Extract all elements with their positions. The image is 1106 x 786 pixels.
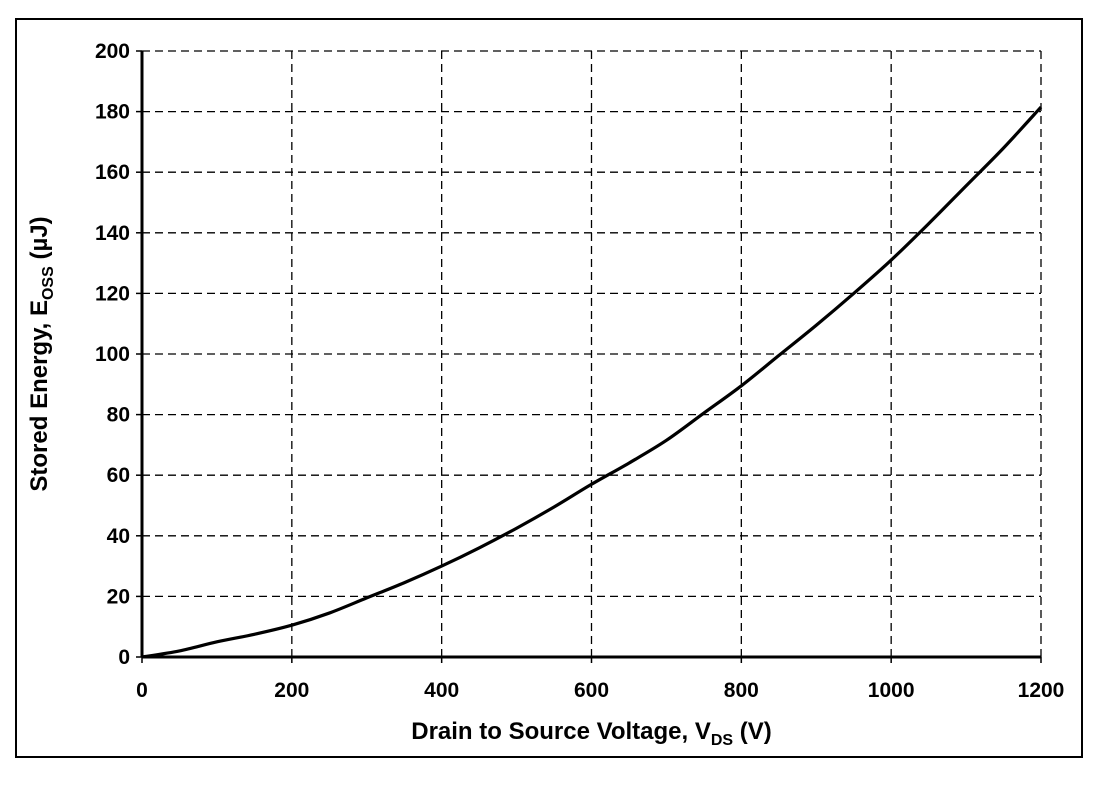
grid [142, 50, 1042, 657]
y-tick-label: 0 [118, 646, 130, 669]
x-axis-title: Drain to Source Voltage, VDS (V) [411, 718, 772, 749]
x-tick-label: 0 [136, 679, 148, 702]
tick-labels: 0 20 40 60 80 100 120 140 160 180 200 0 200 400 600 800… [95, 40, 1064, 702]
y-tick-label: 180 [95, 101, 130, 124]
y-tick-label: 80 [107, 404, 130, 427]
energy-chart: 0 20 40 60 80 100 120 140 160 180 200 0 200 400 600 800… [26, 40, 1064, 749]
y-tick-label: 40 [107, 525, 130, 548]
chart-frame: 0 20 40 60 80 100 120 140 160 180 200 0 200 400 600 800… [15, 18, 1083, 758]
y-axis-title: Stored Energy, EOSS (µJ) [26, 216, 57, 491]
y-tick-label: 100 [95, 343, 130, 366]
y-tick-label: 160 [95, 161, 130, 184]
y-tick-label: 140 [95, 222, 130, 245]
x-tick-label: 1200 [1018, 679, 1065, 702]
y-tick-label: 200 [95, 40, 130, 63]
axes [136, 50, 1042, 663]
x-tick-label: 1000 [868, 679, 915, 702]
series-group [141, 105, 1043, 659]
x-tick-label: 800 [724, 679, 759, 702]
x-tick-label: 400 [424, 679, 459, 702]
y-tick-label: 20 [107, 585, 130, 608]
x-tick-label: 600 [574, 679, 609, 702]
x-tick-label: 200 [274, 679, 309, 702]
y-tick-label: 120 [95, 282, 130, 305]
series-line [141, 105, 1043, 659]
y-tick-label: 60 [107, 464, 130, 487]
